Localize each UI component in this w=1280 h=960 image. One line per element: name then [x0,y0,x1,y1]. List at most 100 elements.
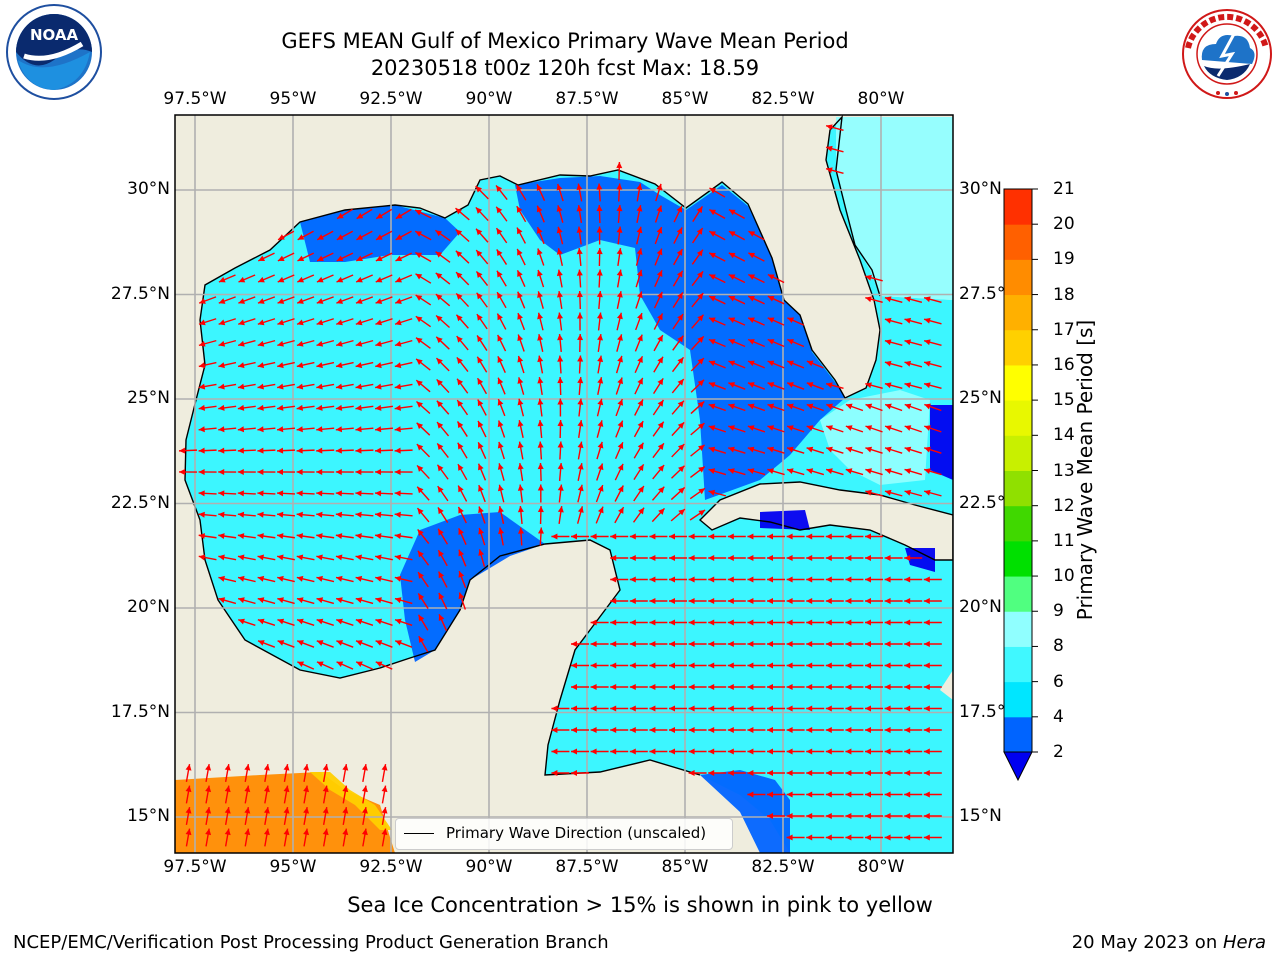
wave-arrow-head [786,813,793,819]
wave-arrow-head [283,785,290,793]
wave-arrow-head [610,555,617,561]
wave-arrow-head [590,533,597,540]
wave-arrow-head [415,295,423,301]
wave-arrow-head [336,340,343,347]
wave-arrow-head [436,358,443,365]
lon-tick-label-top: 80°W [857,89,905,109]
wave-arrow-head [375,255,383,262]
wave-arrow-head [610,598,617,604]
wave-arrow-head [923,727,930,733]
wave-arrow-head [747,684,754,690]
wave-arrow-head [786,468,794,475]
wave-arrow-head [296,404,304,411]
wave-arrow-head [257,618,265,625]
wave-arrow-head [658,508,665,515]
wave-arrow-head [435,230,443,237]
wave-arrow-head [537,441,544,448]
wave-arrow-head [316,661,324,668]
wave-arrow-head [884,339,892,346]
wave-arrow-head [497,484,504,492]
wave-arrow-head [277,618,285,625]
wave-arrow-head [728,274,736,280]
wave-arrow-head [708,684,715,690]
wave-arrow-head [865,555,871,561]
wave-arrow-head [884,598,891,604]
coastline-cuba [698,481,953,561]
wave-arrow-head [806,425,814,431]
wave-arrow-head [277,340,284,347]
wave-arrow-head [381,764,388,771]
wave-arrow-head [395,276,403,283]
wave-arrow-head [708,317,716,324]
wave-arrow-head [617,355,623,363]
wave-arrow-head [296,383,304,390]
land-cuba [700,482,953,560]
wave-arrow-head [237,490,244,497]
wave-arrow-head [610,705,617,712]
wave-arrow-head [263,785,270,793]
wave-arrow-head [636,183,643,191]
wave-arrow-head [198,362,206,369]
wave-arrow-head [728,296,736,302]
wave-arrow-head [395,234,403,240]
wave-arrow-head [517,355,524,363]
wave-arrow-head [355,554,363,561]
wave-arrow-head [767,403,775,410]
lon-tick-label-bottom: 80°W [857,857,905,877]
wave-arrow-head [296,511,303,518]
wave-arrow-head [551,770,558,776]
wave-arrow-head [767,705,773,712]
wave-arrow-head [205,764,212,771]
wave-arrow-head [296,554,304,561]
wave-arrow-head [597,420,604,427]
wave-arrow-head [277,554,284,561]
wave-arrow-head [884,705,891,712]
wave-arrow-head [375,276,383,283]
wave-arrow-head [904,641,911,647]
wave-arrow-head [277,362,284,369]
footer-credit: NCEP/EMC/Verification Post Processing Pr… [13,932,609,953]
wave-arrow-head [356,661,363,668]
wave-arrow-head [708,576,715,583]
wave-arrow-head [477,399,484,407]
wave-arrow-head [597,334,604,341]
wave-arrow-head [845,684,852,690]
wave-arrow-head [335,404,343,411]
wave-arrow-head [375,554,382,561]
lon-tick-label-bottom: 85°W [661,857,709,877]
wave-arrow-head [767,274,775,280]
wave-arrow-head [316,404,323,411]
wave-arrow-head [537,355,544,363]
wave-arrow-head [497,313,503,321]
wave-arrow-head [747,446,755,453]
region-keys-light [820,390,930,485]
wave-arrow-head [637,377,643,385]
wave-arrow-head [677,400,684,408]
wave-arrow-head [237,554,245,561]
wave-arrow-head [237,468,244,475]
wave-arrow-head [238,618,245,625]
wave-arrow-head [688,662,695,669]
wave-arrow-head [238,298,246,304]
wave-arrow-head [845,641,852,647]
wave-arrow-head [677,444,685,451]
wave-arrow-head [316,362,323,369]
wave-arrow-head [456,272,463,279]
wave-arrow-head [438,592,445,600]
wave-arrow-head [277,426,284,433]
wave-arrow-head [904,576,911,583]
wave-arrow-head [342,807,349,814]
wave-arrow-head [629,598,636,604]
wave-arrow-head [845,425,853,431]
wave-arrow-head [649,727,656,733]
wave-arrow-head [257,490,264,497]
wave-arrow-head [237,383,245,390]
wave-arrow-head [610,641,617,647]
wave-arrow-head [297,255,305,262]
wave-arrow-head [786,705,793,712]
wave-arrow-head [698,510,706,516]
lon-tick-label-top: 85°W [661,89,709,109]
wave-arrow-head [786,641,793,647]
wave-arrow-head [335,468,342,475]
region-cuba-deep [760,510,810,530]
